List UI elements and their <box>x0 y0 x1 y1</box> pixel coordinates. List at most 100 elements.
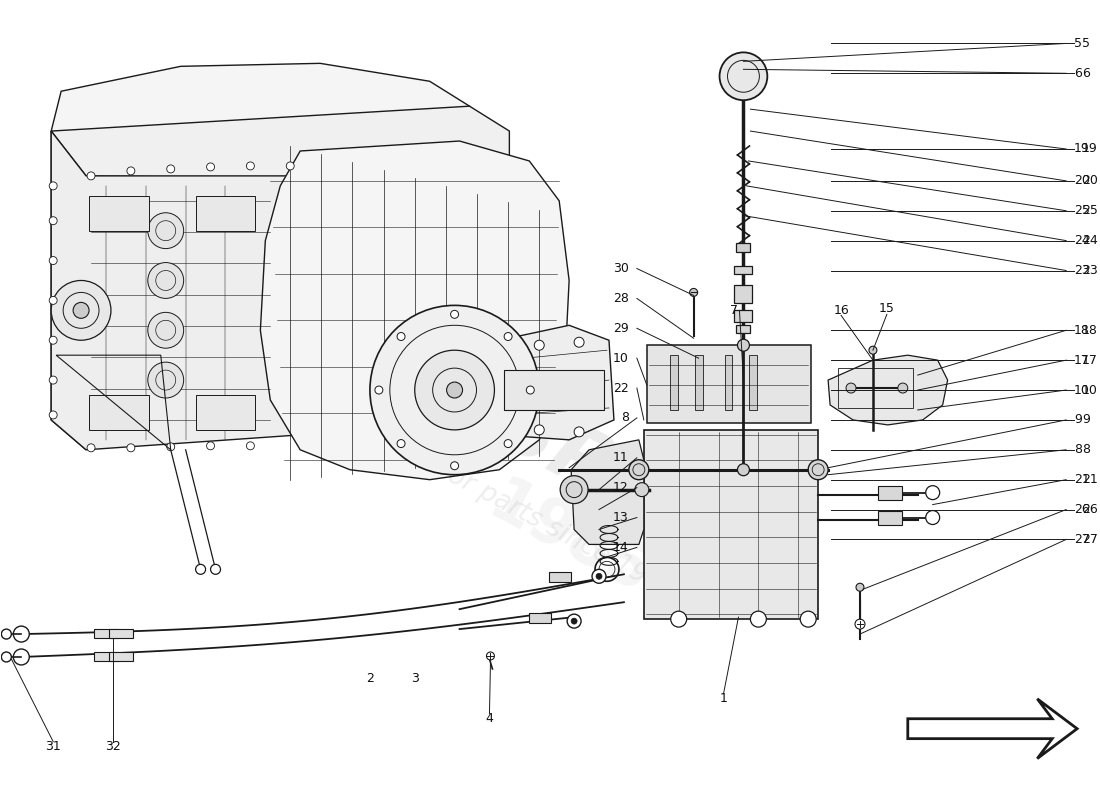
Circle shape <box>671 611 686 627</box>
Circle shape <box>451 462 459 470</box>
Circle shape <box>370 306 539 474</box>
Circle shape <box>808 460 828 480</box>
Text: 19: 19 <box>1082 142 1098 155</box>
Circle shape <box>147 362 184 398</box>
Text: 19: 19 <box>1074 142 1090 155</box>
Text: 10: 10 <box>1082 383 1098 397</box>
Circle shape <box>486 652 494 660</box>
Bar <box>94 652 118 661</box>
Circle shape <box>415 350 494 430</box>
Bar <box>838 368 913 408</box>
Text: 25: 25 <box>1074 204 1090 218</box>
Circle shape <box>635 482 649 497</box>
Polygon shape <box>52 63 470 169</box>
Text: 21: 21 <box>1074 473 1090 486</box>
Polygon shape <box>644 430 818 619</box>
Text: 15: 15 <box>879 302 894 315</box>
Text: 28: 28 <box>613 292 629 305</box>
Circle shape <box>52 281 111 340</box>
Text: 31: 31 <box>45 740 62 753</box>
Text: 8: 8 <box>1082 443 1090 456</box>
Circle shape <box>246 442 254 450</box>
Circle shape <box>526 386 535 394</box>
Text: 14: 14 <box>613 541 629 554</box>
Polygon shape <box>52 131 515 450</box>
Text: 24: 24 <box>1074 234 1090 247</box>
Bar <box>737 242 750 251</box>
Bar <box>196 395 255 430</box>
Bar <box>737 326 750 334</box>
Text: 6: 6 <box>1082 66 1090 80</box>
Circle shape <box>926 510 939 525</box>
Circle shape <box>50 336 57 344</box>
Circle shape <box>800 611 816 627</box>
Circle shape <box>504 333 513 341</box>
Text: 18: 18 <box>1074 324 1090 337</box>
Text: 27: 27 <box>1082 533 1098 546</box>
Polygon shape <box>908 699 1077 758</box>
Bar <box>735 286 752 303</box>
Circle shape <box>147 262 184 298</box>
Bar <box>647 346 811 423</box>
Circle shape <box>846 383 856 393</box>
Polygon shape <box>499 326 614 440</box>
Circle shape <box>1 629 11 639</box>
Circle shape <box>571 618 578 624</box>
Circle shape <box>50 297 57 304</box>
Text: 6: 6 <box>1074 66 1082 80</box>
Circle shape <box>574 338 584 347</box>
Text: 23: 23 <box>1074 264 1090 277</box>
Bar <box>94 629 118 638</box>
Circle shape <box>246 162 254 170</box>
Bar <box>735 266 752 274</box>
Text: 20: 20 <box>1082 174 1098 187</box>
Circle shape <box>737 464 749 476</box>
Circle shape <box>50 411 57 419</box>
Text: 13: 13 <box>613 511 629 524</box>
Text: 4: 4 <box>485 712 494 726</box>
Polygon shape <box>52 106 509 181</box>
Text: a passion for parts since 1985: a passion for parts since 1985 <box>318 394 681 605</box>
Text: 1985: 1985 <box>478 472 660 606</box>
Circle shape <box>596 574 602 579</box>
Circle shape <box>535 425 544 435</box>
Polygon shape <box>52 131 86 450</box>
Circle shape <box>504 439 513 447</box>
Bar <box>89 395 148 430</box>
Circle shape <box>207 163 215 171</box>
Bar <box>89 196 148 230</box>
Text: 26: 26 <box>1082 503 1098 516</box>
Bar <box>735 310 752 322</box>
Bar <box>670 355 678 410</box>
Bar <box>109 629 133 638</box>
Text: 26: 26 <box>1074 503 1090 516</box>
Circle shape <box>167 443 175 450</box>
Text: 17: 17 <box>1082 354 1098 366</box>
Circle shape <box>126 167 135 175</box>
Circle shape <box>451 310 459 318</box>
Text: 10: 10 <box>1074 383 1090 397</box>
Text: 2: 2 <box>366 672 374 686</box>
Text: 10: 10 <box>613 352 629 365</box>
Text: 16: 16 <box>833 304 849 317</box>
Circle shape <box>50 217 57 225</box>
Circle shape <box>87 444 95 452</box>
Circle shape <box>375 386 383 394</box>
Circle shape <box>629 460 649 480</box>
Circle shape <box>13 626 30 642</box>
Circle shape <box>535 340 544 350</box>
Text: 17: 17 <box>1074 354 1090 366</box>
Text: 27: 27 <box>1074 533 1090 546</box>
Circle shape <box>50 182 57 190</box>
Text: 9: 9 <box>1074 414 1082 426</box>
Bar <box>196 196 255 230</box>
Circle shape <box>447 382 463 398</box>
Circle shape <box>286 162 294 170</box>
Bar <box>505 370 604 410</box>
Circle shape <box>568 614 581 628</box>
Circle shape <box>50 257 57 265</box>
Circle shape <box>13 649 30 665</box>
Text: 18: 18 <box>1082 324 1098 337</box>
Text: 25: 25 <box>1082 204 1098 218</box>
Text: 20: 20 <box>1074 174 1090 187</box>
